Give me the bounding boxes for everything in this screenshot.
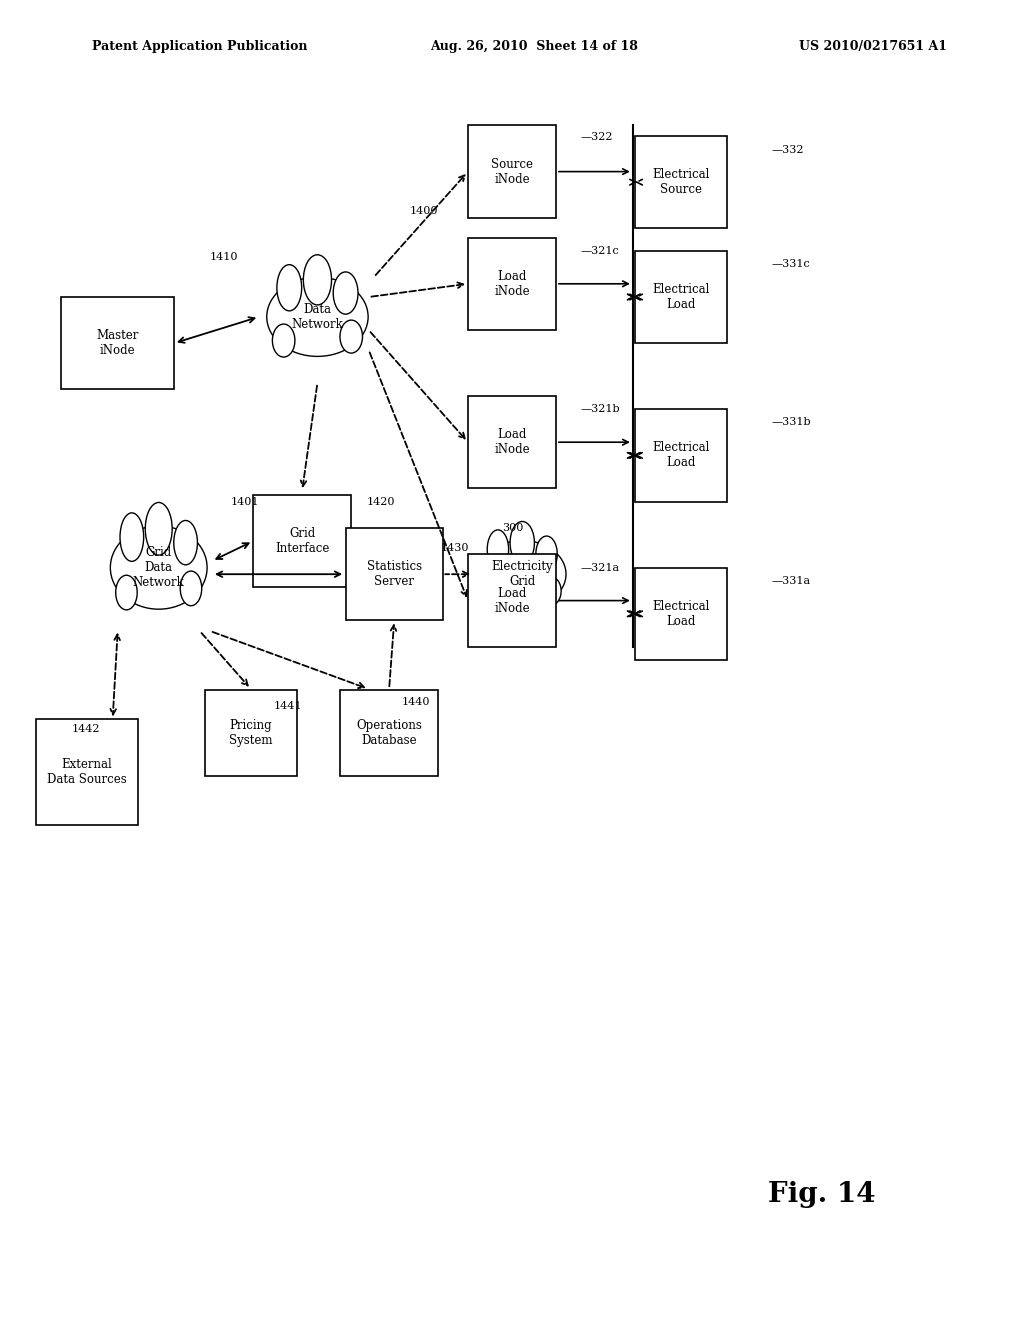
Text: Fig. 14: Fig. 14 — [768, 1181, 876, 1208]
Text: External
Data Sources: External Data Sources — [47, 758, 127, 787]
Text: —322: —322 — [581, 132, 613, 143]
Text: Grid
Interface: Grid Interface — [274, 527, 330, 556]
FancyBboxPatch shape — [205, 689, 297, 776]
FancyBboxPatch shape — [469, 125, 555, 218]
Text: 1441: 1441 — [273, 701, 302, 711]
Ellipse shape — [272, 325, 295, 358]
Text: Patent Application Publication: Patent Application Publication — [92, 40, 307, 53]
Text: 1440: 1440 — [401, 697, 430, 708]
Text: 1400: 1400 — [410, 206, 438, 216]
Text: Electrical
Load: Electrical Load — [652, 441, 710, 470]
Text: —331a: —331a — [771, 576, 810, 586]
FancyBboxPatch shape — [469, 396, 555, 488]
Ellipse shape — [116, 576, 137, 610]
FancyBboxPatch shape — [635, 251, 727, 343]
Ellipse shape — [333, 272, 358, 314]
FancyBboxPatch shape — [254, 495, 350, 587]
Ellipse shape — [120, 513, 143, 561]
FancyBboxPatch shape — [61, 297, 174, 389]
Text: Pricing
System: Pricing System — [229, 718, 272, 747]
Ellipse shape — [276, 264, 302, 312]
FancyBboxPatch shape — [340, 689, 438, 776]
Text: —332: —332 — [771, 145, 804, 156]
Text: Load
iNode: Load iNode — [495, 586, 529, 615]
Ellipse shape — [483, 581, 503, 609]
Text: Electrical
Source: Electrical Source — [652, 168, 710, 197]
Text: Electricity
Grid: Electricity Grid — [492, 560, 553, 589]
Text: Source
iNode: Source iNode — [490, 157, 534, 186]
Ellipse shape — [266, 277, 369, 356]
Text: Grid
Data
Network: Grid Data Network — [133, 546, 184, 589]
Text: US 2010/0217651 A1: US 2010/0217651 A1 — [799, 40, 947, 53]
Ellipse shape — [542, 577, 561, 605]
FancyBboxPatch shape — [469, 554, 555, 647]
Ellipse shape — [510, 521, 535, 564]
Text: —331c: —331c — [771, 259, 810, 269]
Text: Electrical
Load: Electrical Load — [652, 282, 710, 312]
Text: Electrical
Load: Electrical Load — [652, 599, 710, 628]
Text: Load
iNode: Load iNode — [495, 428, 529, 457]
Text: —321c: —321c — [581, 246, 620, 256]
Text: Statistics
Server: Statistics Server — [367, 560, 422, 589]
Ellipse shape — [536, 536, 557, 572]
Text: Load
iNode: Load iNode — [495, 269, 529, 298]
FancyBboxPatch shape — [346, 528, 442, 620]
Text: 1430: 1430 — [440, 543, 469, 553]
FancyBboxPatch shape — [469, 238, 555, 330]
Text: Operations
Database: Operations Database — [356, 718, 422, 747]
Ellipse shape — [487, 529, 509, 569]
FancyBboxPatch shape — [36, 719, 138, 825]
Ellipse shape — [145, 503, 172, 556]
Text: 1401: 1401 — [230, 496, 259, 507]
Text: —321b: —321b — [581, 404, 621, 414]
Ellipse shape — [180, 572, 202, 606]
Text: 1410: 1410 — [210, 252, 239, 263]
Text: 1442: 1442 — [72, 723, 100, 734]
Text: —331b: —331b — [771, 417, 811, 428]
Ellipse shape — [340, 319, 362, 354]
Text: Aug. 26, 2010  Sheet 14 of 18: Aug. 26, 2010 Sheet 14 of 18 — [430, 40, 638, 53]
Text: 300: 300 — [502, 523, 523, 533]
FancyBboxPatch shape — [635, 136, 727, 228]
Ellipse shape — [111, 525, 207, 610]
Ellipse shape — [303, 255, 332, 305]
FancyBboxPatch shape — [635, 568, 727, 660]
FancyBboxPatch shape — [635, 409, 727, 502]
Text: Data
Network: Data Network — [292, 302, 343, 331]
Ellipse shape — [478, 541, 566, 607]
Text: —321a: —321a — [581, 562, 620, 573]
Ellipse shape — [174, 520, 198, 565]
Text: 1420: 1420 — [367, 496, 395, 507]
Text: Master
iNode: Master iNode — [96, 329, 139, 358]
